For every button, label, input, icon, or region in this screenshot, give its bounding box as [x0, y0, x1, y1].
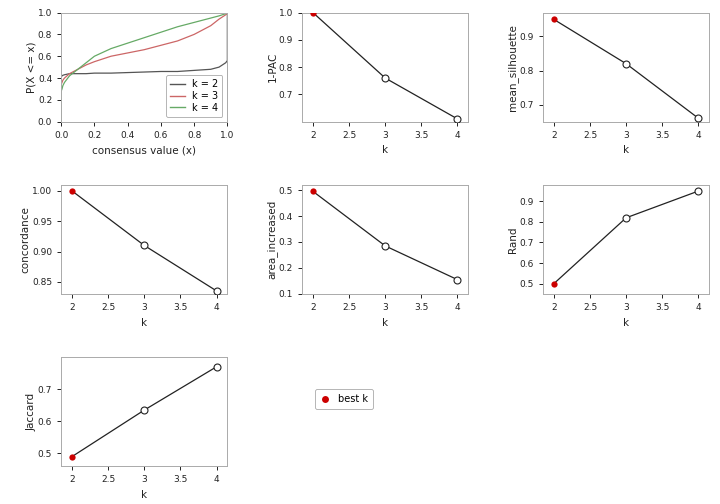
- X-axis label: k: k: [141, 318, 148, 328]
- X-axis label: k: k: [623, 318, 629, 328]
- Y-axis label: mean_silhouette: mean_silhouette: [508, 24, 518, 110]
- Y-axis label: P(X <= x): P(X <= x): [27, 41, 37, 93]
- X-axis label: k: k: [623, 145, 629, 155]
- Legend: best k: best k: [315, 389, 372, 409]
- X-axis label: k: k: [382, 145, 388, 155]
- Y-axis label: concordance: concordance: [21, 206, 31, 273]
- Y-axis label: Rand: Rand: [508, 226, 518, 253]
- Y-axis label: 1-PAC: 1-PAC: [267, 52, 277, 82]
- Legend: k = 2, k = 3, k = 4: k = 2, k = 3, k = 4: [166, 75, 222, 117]
- Y-axis label: area_increased: area_increased: [266, 200, 277, 279]
- X-axis label: k: k: [141, 490, 148, 500]
- X-axis label: k: k: [382, 318, 388, 328]
- Y-axis label: Jaccard: Jaccard: [27, 393, 37, 431]
- X-axis label: consensus value (x): consensus value (x): [92, 145, 197, 155]
